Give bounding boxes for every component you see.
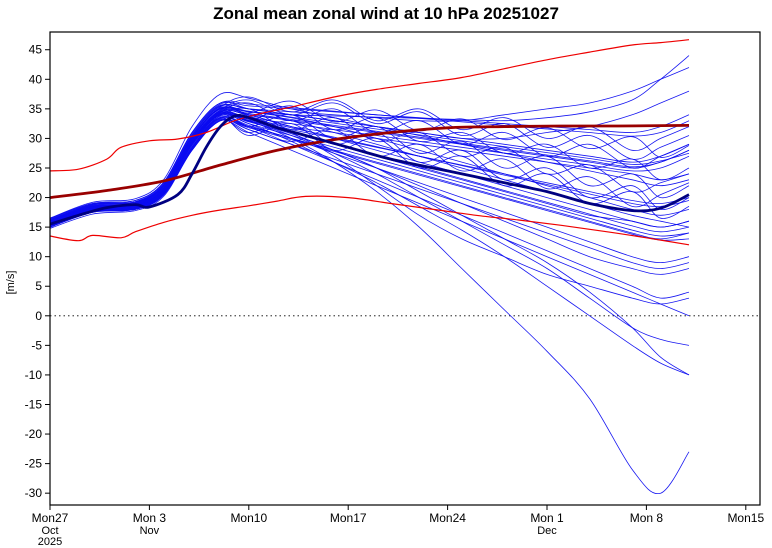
ensemble-member-line [50,119,690,317]
y-tick-label: 40 [29,72,43,86]
y-tick-label: 20 [29,191,43,205]
y-tick-label: 45 [29,43,43,57]
x-tick-label: Mon10 [230,511,267,525]
x-tick-sublabel: 2025 [38,536,62,548]
ensemble-members [50,55,690,495]
climatology-mean-line [50,124,690,199]
ensemble-member-line [50,100,690,221]
y-tick-label: 10 [29,250,43,264]
x-tick-label: Mon 8 [630,511,664,525]
ensemble-member-line [50,108,690,223]
ensemble-member-line [50,99,690,223]
climatology-lower-line [50,195,690,246]
y-axis: -30 -25 -20 -15 -10 -5 0 5 10 15 20 25 30 35 40 45 [m/s] [5,43,50,500]
ensemble-mean-line [50,113,690,226]
ensemble-member-line [50,118,690,228]
y-tick-label: -10 [25,368,43,382]
x-tick-label: Mon15 [727,511,764,525]
y-tick-label: 30 [29,131,43,145]
y-tick-label: -5 [31,338,42,352]
x-tick-sublabel: Oct [41,525,58,537]
x-tick-label: Mon27 [32,511,69,525]
y-tick-label: -20 [25,427,43,441]
ensemble-member-line [50,114,690,225]
y-tick-label: -25 [25,457,43,471]
y-tick-label: 15 [29,220,43,234]
y-tick-label: 0 [35,309,42,323]
y-tick-label: 5 [35,279,42,293]
plot-area [50,39,690,495]
y-tick-label: 25 [29,161,43,175]
ensemble-member-line [50,109,690,305]
y-tick-label: -15 [25,397,43,411]
plot-frame [49,31,761,506]
x-tick-label: Mon17 [330,511,367,525]
x-tick-sublabel: Nov [140,525,160,537]
y-tick-label: -30 [25,486,43,500]
ensemble-member-line [50,117,690,264]
ensemble-member-line [50,96,690,221]
ensemble-member-line [50,102,690,223]
y-axis-title: [m/s] [5,271,17,295]
x-tick-label: Mon24 [429,511,466,525]
climatology-upper-line [50,39,690,172]
x-tick-label: Mon 3 [133,511,167,525]
ensemble-member-line [50,107,690,226]
x-tick-label: Mon 1 [530,511,564,525]
ensemble-member-line [50,112,690,495]
x-tick-sublabel: Dec [537,525,557,537]
chart-title: Zonal mean zonal wind at 10 hPa 20251027 [213,4,559,23]
y-tick-label: 35 [29,102,43,116]
